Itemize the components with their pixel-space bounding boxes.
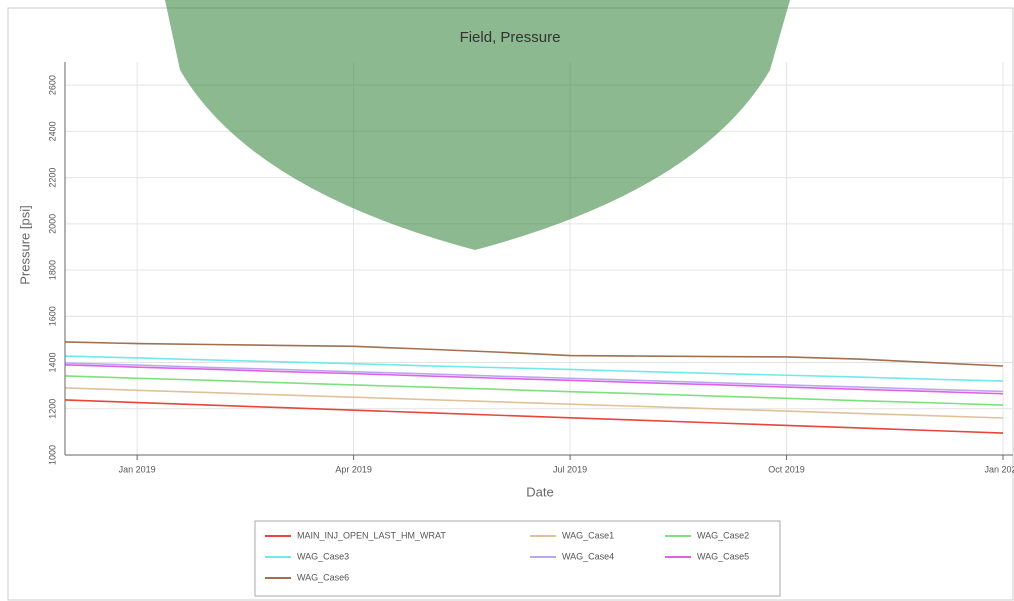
x-tick-label: Jul 2019 bbox=[553, 464, 587, 474]
x-tick-label: Jan 2019 bbox=[119, 464, 156, 474]
y-tick-label: 1200 bbox=[47, 399, 57, 419]
y-tick-label: 1000 bbox=[47, 445, 57, 465]
legend-label: WAG_Case5 bbox=[697, 551, 749, 561]
y-tick-label: 1600 bbox=[47, 306, 57, 326]
legend-label: MAIN_INJ_OPEN_LAST_HM_WRAT bbox=[297, 530, 446, 540]
y-axis-label: Pressure [psi] bbox=[17, 205, 32, 284]
x-axis-label: Date bbox=[526, 484, 553, 499]
legend-label: WAG_Case3 bbox=[297, 551, 349, 561]
legend-label: WAG_Case2 bbox=[697, 530, 749, 540]
legend-label: WAG_Case1 bbox=[562, 530, 614, 540]
legend-label: WAG_Case6 bbox=[297, 572, 349, 582]
y-tick-label: 2600 bbox=[47, 75, 57, 95]
x-tick-label: Apr 2019 bbox=[335, 464, 372, 474]
y-tick-label: 2400 bbox=[47, 121, 57, 141]
chart: Field, Pressure Pressure [psi] Date 1000… bbox=[0, 0, 1014, 601]
x-tick-label: Jan 2020 bbox=[984, 464, 1014, 474]
y-tick-label: 1800 bbox=[47, 260, 57, 280]
x-tick-label: Oct 2019 bbox=[768, 464, 805, 474]
legend-label: WAG_Case4 bbox=[562, 551, 614, 561]
y-tick-label: 1400 bbox=[47, 353, 57, 373]
y-tick-label: 2000 bbox=[47, 214, 57, 234]
chart-title: Field, Pressure bbox=[460, 29, 561, 46]
y-tick-label: 2200 bbox=[47, 168, 57, 188]
